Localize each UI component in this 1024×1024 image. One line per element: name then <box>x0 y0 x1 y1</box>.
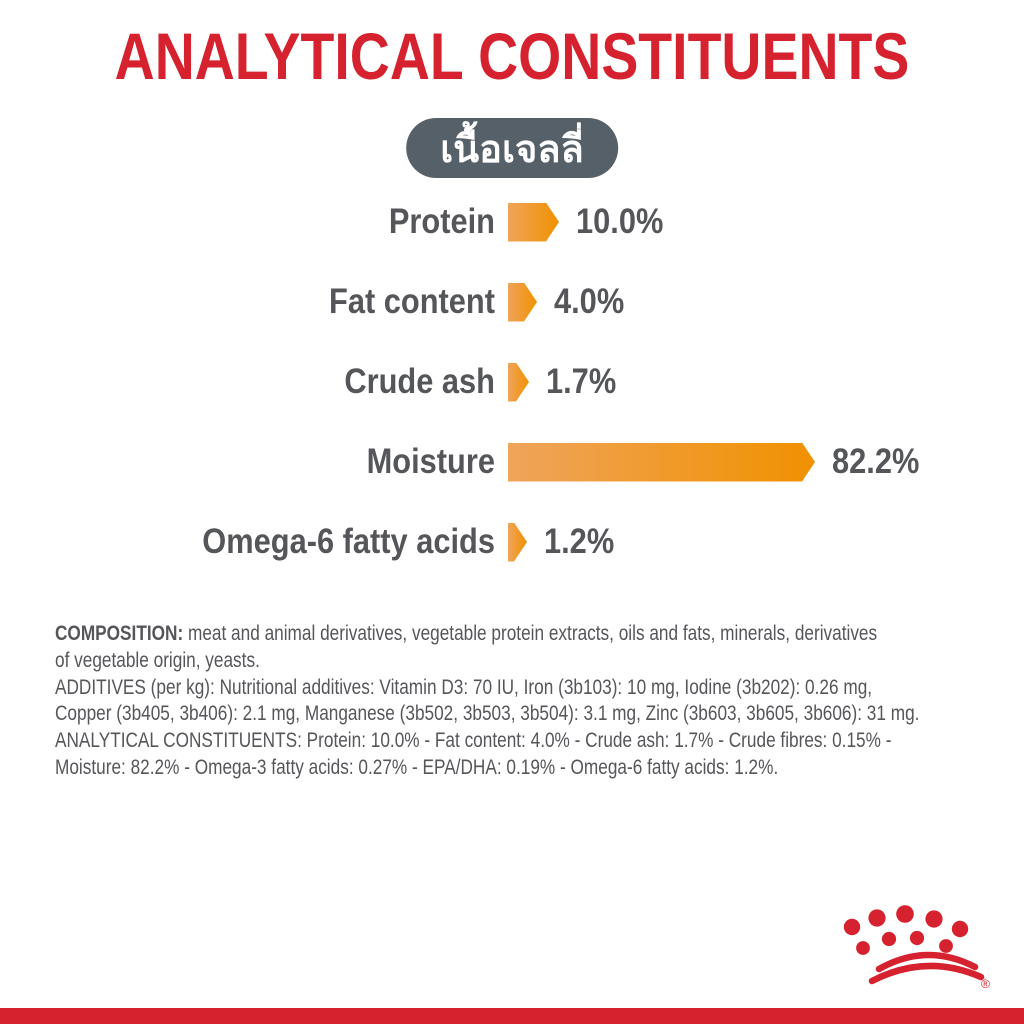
legal-line-text: ANALYTICAL CONSTITUENTS: Protein: 10.0% … <box>55 729 892 753</box>
value-label: 1.7% <box>546 362 617 401</box>
value-label: 1.2% <box>544 522 615 561</box>
analytical-constituents-chart: Protein 10.0% Fat content 4.0% Crude ash 1.7%… <box>0 182 1024 582</box>
crown-dots <box>843 905 969 955</box>
legal-text-line: ANALYTICAL CONSTITUENTS: Protein: 10.0% … <box>55 728 891 755</box>
category-label: Fat content <box>329 282 495 321</box>
value-bar <box>508 523 527 562</box>
chart-row: Moisture 82.2% <box>0 422 1024 502</box>
chart-row: Omega-6 fatty acids 1.2% <box>0 502 1024 582</box>
value-bar <box>508 283 537 322</box>
value-label: 10.0% <box>576 202 664 241</box>
chart-row: Fat content 4.0% <box>0 262 1024 342</box>
category-label: Omega-6 fatty acids <box>202 522 496 561</box>
royal-canin-crown-logo: ® <box>843 905 990 991</box>
category-label: Moisture <box>366 442 495 481</box>
chart-row: Crude ash 1.7% <box>0 342 1024 422</box>
legal-text-line: of vegetable origin, yeasts. <box>55 648 846 675</box>
legal-line-text: of vegetable origin, yeasts. <box>55 648 260 672</box>
value-label: 4.0% <box>554 282 625 321</box>
legal-line-text: Copper (3b405, 3b406): 2.1 mg, Manganese… <box>55 702 920 726</box>
legal-text-line: Moisture: 82.2% - Omega-3 fatty acids: 0… <box>55 755 846 782</box>
value-bar <box>508 363 529 402</box>
legal-text-line: Copper (3b405, 3b406): 2.1 mg, Manganese… <box>55 701 919 728</box>
legal-line-text: Moisture: 82.2% - Omega-3 fatty acids: 0… <box>55 755 779 779</box>
category-label: Crude ash <box>344 362 495 401</box>
registered-trademark-icon: ® <box>981 977 990 991</box>
legal-line-text: ADDITIVES (per kg): Nutritional additive… <box>55 675 873 699</box>
legal-text-line: ADDITIVES (per kg): Nutritional additive… <box>55 675 872 702</box>
value-bar <box>508 443 815 482</box>
page-title: ANALYTICAL CONSTITUENTS <box>114 19 910 93</box>
composition-text-block: COMPOSITION: meat and animal derivatives… <box>55 621 1020 782</box>
legal-line-text: meat and animal derivatives, vegetable p… <box>183 622 878 645</box>
footer-red-bar <box>0 1008 1024 1024</box>
legal-text-line: COMPOSITION: meat and animal derivatives… <box>55 621 877 648</box>
chart-row: Protein 10.0% <box>0 182 1024 262</box>
value-bar <box>508 203 559 242</box>
product-texture-badge: เนื้อเจลลี่ <box>406 118 618 178</box>
category-label: Protein <box>388 202 495 241</box>
value-label: 82.2% <box>832 442 920 481</box>
legal-bold-prefix: COMPOSITION: <box>55 622 184 645</box>
crown-arcs <box>868 951 985 985</box>
